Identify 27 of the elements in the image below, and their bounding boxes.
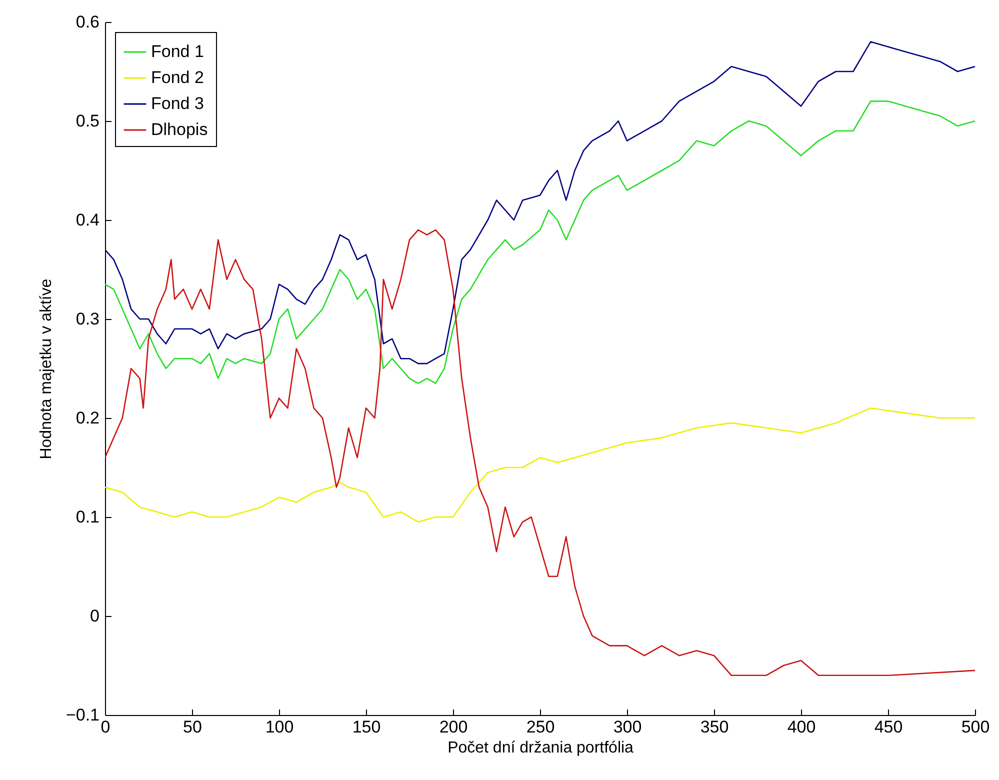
x-tick-label: 150 [352, 718, 381, 736]
line-series [105, 407, 975, 523]
legend-label: Fond 2 [151, 68, 204, 87]
y-tick-label: 0.2 [76, 408, 100, 428]
y-tick-label: 0.1 [76, 508, 100, 526]
legend-label: Fond 1 [151, 42, 204, 61]
x-tick-label: 400 [787, 718, 816, 736]
x-tick-label: 100 [265, 718, 294, 736]
x-tick-label: 300 [613, 718, 642, 736]
line-series [105, 229, 975, 676]
x-tick-label: 250 [526, 718, 555, 736]
legend-label: Dlhopis [151, 120, 208, 139]
y-tick-label: 0 [90, 606, 100, 626]
x-tick-label: 450 [874, 718, 903, 736]
y-axis-title: Hodnota majetku v aktíve [38, 278, 55, 460]
y-tick-label: 0.5 [76, 112, 100, 130]
y-tick-label: 0.3 [76, 310, 100, 328]
line-series [105, 41, 975, 364]
y-tick-label: −0.1 [66, 706, 100, 724]
x-axis-title: Počet dní držania portfólia [448, 740, 634, 756]
x-tick-label: 350 [700, 718, 729, 736]
y-tick-label: 0.6 [76, 12, 100, 32]
y-tick-label: 0.4 [76, 210, 100, 230]
x-tick-label: 200 [439, 718, 468, 736]
x-tick-label: 500 [961, 718, 990, 736]
legend-label: Fond 3 [151, 94, 204, 113]
x-tick-label: 50 [183, 718, 202, 736]
